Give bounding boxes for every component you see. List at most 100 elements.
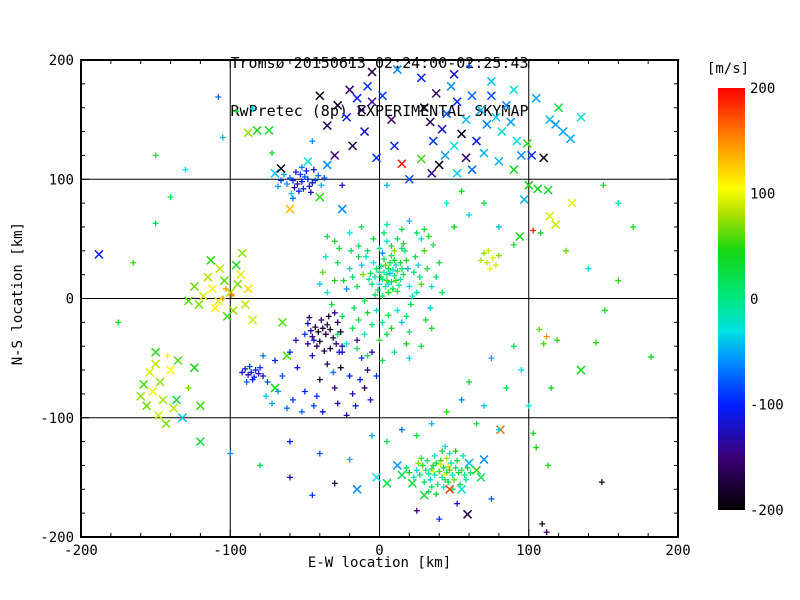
- data-point: [357, 105, 367, 115]
- data-point: [543, 185, 553, 195]
- data-point: [352, 93, 362, 103]
- data-point: [480, 200, 487, 207]
- data-point: [461, 115, 471, 125]
- data-point: [416, 274, 423, 281]
- data-point: [355, 253, 362, 260]
- data-point: [315, 328, 322, 335]
- data-point: [367, 97, 377, 107]
- data-point: [337, 364, 344, 371]
- data-point: [340, 277, 347, 284]
- data-point: [286, 438, 293, 445]
- data-point: [383, 438, 390, 445]
- data-point: [543, 333, 550, 340]
- data-point: [383, 221, 390, 228]
- data-point: [264, 378, 271, 385]
- data-point: [480, 250, 487, 257]
- data-point: [372, 274, 379, 281]
- data-point: [454, 457, 461, 464]
- data-point: [345, 85, 355, 95]
- data-point: [445, 484, 455, 494]
- data-point: [343, 412, 350, 419]
- data-point: [219, 276, 229, 286]
- data-point: [375, 287, 382, 294]
- data-point: [457, 481, 464, 488]
- data-point: [198, 291, 208, 301]
- data-point: [380, 269, 387, 276]
- data-point: [379, 357, 386, 364]
- data-point: [245, 371, 252, 378]
- data-point: [237, 248, 247, 258]
- data-point: [425, 233, 432, 240]
- y-tick-label: 0: [66, 292, 74, 308]
- data-point: [466, 212, 473, 219]
- data-point: [485, 247, 492, 254]
- data-point: [169, 403, 179, 413]
- data-point: [430, 462, 437, 469]
- data-point: [430, 468, 437, 475]
- data-point: [269, 400, 276, 407]
- data-point: [461, 471, 468, 478]
- data-point: [360, 271, 367, 278]
- data-point: [471, 136, 482, 146]
- data-point: [433, 274, 440, 281]
- data-point: [458, 188, 465, 195]
- data-point: [257, 364, 264, 371]
- data-point: [388, 325, 395, 332]
- data-point: [336, 245, 343, 252]
- data-point: [295, 188, 302, 195]
- data-point: [430, 241, 437, 248]
- data-point: [309, 333, 316, 340]
- data-point: [342, 112, 352, 122]
- data-point: [292, 337, 299, 344]
- data-point: [424, 457, 431, 464]
- data-point: [418, 455, 425, 462]
- data-point: [404, 174, 414, 184]
- data-point: [279, 373, 286, 380]
- data-point: [289, 195, 296, 202]
- data-point: [373, 265, 380, 272]
- data-point: [458, 396, 465, 403]
- data-point: [439, 289, 446, 296]
- data-point: [509, 165, 519, 175]
- data-point: [536, 326, 543, 333]
- data-point: [449, 69, 459, 79]
- data-point: [392, 277, 399, 284]
- data-point: [354, 345, 361, 352]
- data-point: [458, 467, 465, 474]
- data-point: [383, 238, 390, 245]
- data-point: [540, 340, 547, 347]
- title-line2: RwPretec (8p) EXPERIMENTAL SKYMAP: [230, 102, 529, 120]
- data-point: [148, 386, 158, 397]
- colorbar-tick-label: -100: [750, 398, 784, 414]
- data-point: [298, 408, 305, 415]
- data-point: [510, 241, 517, 248]
- data-point: [316, 281, 323, 288]
- colorbar: [718, 88, 745, 510]
- data-point: [145, 367, 155, 377]
- data-point: [397, 276, 404, 283]
- data-point: [330, 334, 337, 341]
- data-point: [297, 171, 304, 178]
- data-point: [424, 265, 431, 272]
- data-point: [398, 226, 405, 233]
- data-point: [285, 204, 295, 214]
- data-point: [548, 384, 555, 391]
- data-point: [425, 470, 432, 477]
- data-point: [331, 480, 338, 487]
- data-point: [194, 299, 204, 309]
- data-point: [392, 65, 402, 75]
- x-axis-label: E-W location [km]: [307, 555, 452, 571]
- data-point: [294, 364, 301, 371]
- data-point: [539, 153, 549, 163]
- data-point: [425, 117, 435, 127]
- data-point: [219, 295, 226, 302]
- data-point: [525, 402, 532, 409]
- y-axis-label: N-S location [km]: [10, 222, 26, 366]
- data-point: [380, 256, 387, 263]
- data-point: [391, 257, 398, 264]
- data-point: [434, 160, 444, 170]
- data-point: [394, 235, 401, 242]
- data-point: [419, 103, 429, 113]
- data-point: [397, 470, 407, 480]
- data-point: [346, 456, 353, 463]
